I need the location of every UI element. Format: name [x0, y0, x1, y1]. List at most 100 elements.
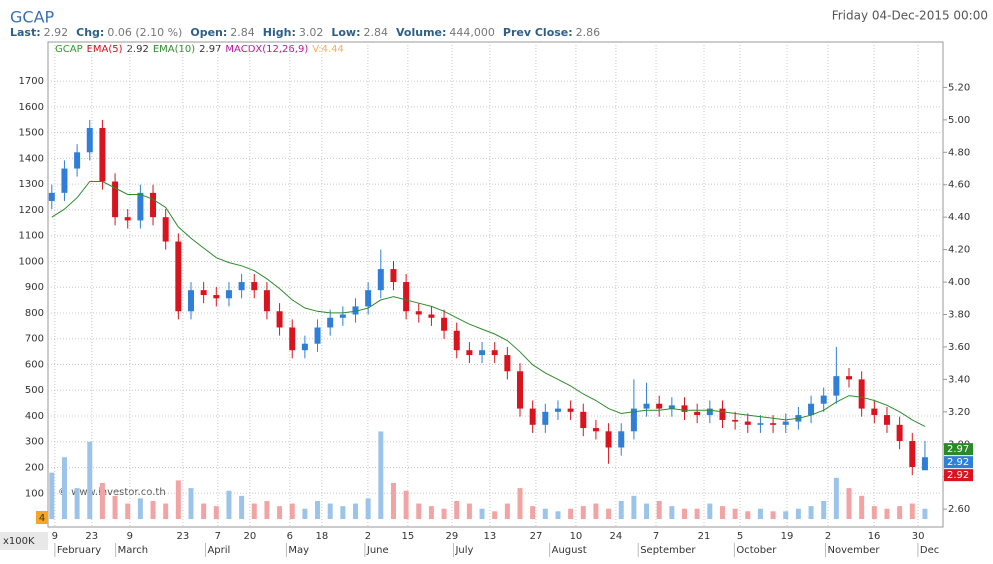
volume-bar: [378, 431, 384, 520]
plot-frame: [47, 41, 944, 528]
candle-body: [479, 350, 486, 356]
candle-body: [719, 408, 726, 420]
volume-bar: [454, 500, 460, 520]
volume-bar: [87, 441, 93, 520]
y2-tick-label: 4.60: [948, 180, 970, 191]
y2-tick-label: 3.20: [948, 407, 970, 418]
x-tick-label: 19: [781, 531, 794, 542]
candle-body: [86, 127, 93, 153]
legend-item: EMA(10): [153, 44, 195, 55]
y-tick-label: 600: [25, 359, 44, 370]
volume-bar: [327, 503, 333, 520]
candle-body: [352, 306, 359, 315]
volume-bar: [112, 495, 118, 520]
candle-body: [99, 127, 106, 182]
volume-bar: [150, 500, 156, 520]
volume-bar: [909, 503, 915, 520]
candle-body: [124, 217, 131, 221]
x-tick-label: 9: [127, 531, 133, 542]
legend-item: 2.97: [199, 44, 221, 55]
candle-body: [630, 408, 637, 432]
x-tick-label: 30: [912, 531, 925, 542]
volume-bar: [568, 508, 574, 520]
x-tick-label: 6: [287, 531, 293, 542]
volume-bar: [922, 508, 928, 520]
x-tick-label: 7: [653, 531, 659, 542]
unit-box: [0, 532, 48, 550]
candle-body: [263, 290, 270, 312]
volume-bar: [416, 503, 422, 520]
candle-body: [580, 411, 587, 429]
month-label: November: [828, 545, 881, 556]
candle-body: [820, 395, 827, 404]
y-tick-label: 1300: [19, 179, 44, 190]
volume-bar: [694, 508, 700, 520]
candle-body: [681, 405, 688, 412]
candle-body: [529, 408, 536, 425]
y-tick-label: 800: [25, 308, 44, 319]
volume-bar: [555, 511, 561, 520]
candle-body: [643, 403, 650, 409]
month-label: October: [736, 545, 777, 556]
candle-body: [757, 423, 764, 425]
x-tick-label: 23: [177, 531, 190, 542]
candle-body: [314, 327, 321, 344]
price-tag: [944, 443, 973, 456]
month-label: August: [552, 545, 587, 556]
candle-body: [428, 314, 435, 318]
candle-body: [48, 192, 55, 201]
candle-body: [453, 330, 460, 351]
volume-bar: [289, 503, 295, 520]
volume-bar: [277, 506, 283, 520]
candle-body: [732, 419, 739, 422]
volume-badge-box: [36, 511, 48, 524]
x-tick-label: 29: [446, 531, 459, 542]
price-tag: [944, 456, 973, 469]
y-tick-label: 400: [25, 411, 44, 422]
price-tag: [944, 469, 973, 482]
volume-bar: [504, 503, 510, 520]
candle-body: [858, 379, 865, 409]
volume-bar: [618, 500, 624, 520]
volume-bar: [682, 508, 688, 520]
candle-body: [554, 408, 561, 412]
volume-bar: [833, 477, 839, 520]
chart-date: Friday 04-Dec-2015 00:00: [832, 9, 988, 23]
volume-bar: [795, 508, 801, 520]
month-label: March: [118, 545, 148, 556]
candle-body: [883, 415, 890, 425]
volume-bar: [428, 506, 434, 520]
volume-bar: [251, 503, 257, 520]
volume-bar: [517, 488, 523, 520]
volume-bar: [656, 500, 662, 520]
month-label: May: [288, 545, 309, 556]
month-label: Dec: [920, 545, 939, 556]
candle-body: [339, 314, 346, 318]
y2-tick-label: 4.80: [948, 147, 970, 158]
volume-bar: [783, 511, 789, 520]
volume-bar: [593, 503, 599, 520]
x-tick-label: 7: [215, 531, 221, 542]
volume-bar: [707, 503, 713, 520]
candle-body: [605, 431, 612, 448]
quote-line: Last: 2.92 Chg: 0.06 (2.10 %) Open: 2.84 High:…: [10, 26, 600, 39]
month-label: February: [57, 545, 101, 556]
candle-body: [238, 282, 245, 291]
volume-bar: [757, 508, 763, 520]
legend-item: MACDX(12,26,9): [225, 44, 308, 55]
price-tag-label: 2.92: [947, 470, 969, 481]
candle-body: [833, 376, 840, 396]
volume-bar: [542, 508, 548, 520]
quote-value: 2.92: [44, 26, 69, 39]
volume-badge: 4: [39, 513, 45, 524]
volume-bar: [99, 482, 105, 520]
volume-bar: [606, 508, 612, 520]
ema-line: [51, 181, 926, 427]
candle-body: [137, 192, 144, 221]
month-label: July: [454, 545, 473, 556]
volume-bar: [669, 506, 675, 520]
quote-label: Prev Close:: [503, 26, 573, 39]
y-tick-label: 1100: [19, 231, 44, 242]
candle-body: [74, 152, 81, 169]
y-tick-label: 1000: [19, 256, 44, 267]
